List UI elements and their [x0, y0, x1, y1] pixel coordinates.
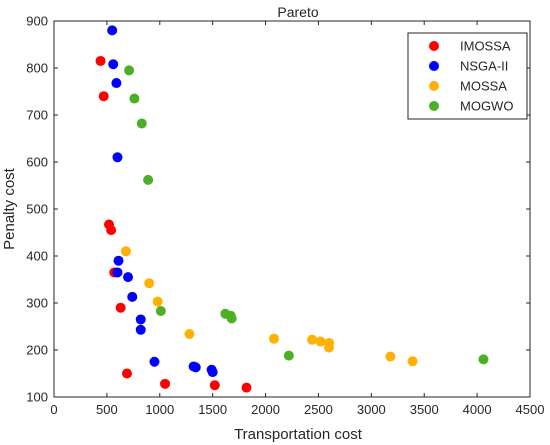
point-mogwo	[226, 313, 237, 324]
point-mossa	[184, 329, 195, 340]
point-nsga-ii	[135, 324, 146, 335]
point-mogwo	[136, 118, 147, 129]
x-tick-label: 2500	[304, 402, 333, 417]
y-tick-label: 100	[26, 390, 48, 405]
point-nsga-ii	[112, 267, 123, 278]
legend-marker-imossa	[429, 41, 439, 51]
series-imossa	[95, 55, 252, 393]
x-tick-label: 2000	[251, 402, 280, 417]
y-tick-label: 700	[26, 108, 48, 123]
point-nsga-ii	[207, 367, 218, 378]
point-imossa	[160, 378, 171, 389]
legend-box	[407, 32, 528, 120]
point-imossa	[209, 380, 220, 391]
point-mossa	[120, 246, 131, 257]
y-tick-label: 200	[26, 343, 48, 358]
x-tick-label: 3500	[410, 402, 439, 417]
x-axis-title: Transportation cost	[234, 426, 363, 443]
series-nsga-ii	[107, 25, 218, 378]
legend-label-mogwo: MOGWO	[460, 99, 513, 114]
x-tick-label: 1500	[198, 402, 227, 417]
point-nsga-ii	[135, 314, 146, 325]
point-nsga-ii	[149, 356, 160, 367]
series-mogwo	[124, 65, 489, 365]
series-mossa	[120, 246, 418, 367]
legend-marker-nsga-ii	[429, 61, 439, 71]
point-mogwo	[478, 354, 489, 365]
point-imossa	[98, 91, 109, 102]
y-tick-label: 300	[26, 296, 48, 311]
legend-label-mossa: MOSSA	[460, 79, 507, 94]
point-mossa	[315, 336, 326, 347]
point-mossa	[324, 342, 335, 353]
x-tick-label: 1000	[145, 402, 174, 417]
point-mossa	[307, 334, 318, 345]
y-axis-title: Penalty cost	[1, 167, 18, 250]
legend-marker-mossa	[429, 81, 439, 91]
y-tick-label: 400	[26, 249, 48, 264]
point-nsga-ii	[123, 272, 134, 283]
x-tick-label: 0	[50, 402, 57, 417]
point-mogwo	[124, 65, 135, 76]
point-mossa	[269, 333, 280, 344]
x-tick-label: 3000	[357, 402, 386, 417]
chart-title: Pareto	[277, 4, 318, 20]
point-mossa	[407, 356, 418, 367]
point-nsga-ii	[127, 291, 138, 302]
point-mogwo	[143, 174, 154, 185]
legend-marker-mogwo	[429, 101, 439, 111]
point-imossa	[241, 382, 252, 393]
y-tick-label: 500	[26, 202, 48, 217]
point-nsga-ii	[113, 255, 124, 266]
point-mogwo	[129, 93, 140, 104]
point-nsga-ii	[111, 78, 122, 89]
x-tick-label: 500	[96, 402, 118, 417]
legend-label-nsga-ii: NSGA-II	[460, 59, 508, 74]
point-imossa	[121, 368, 132, 379]
point-mossa	[385, 351, 396, 362]
point-nsga-ii	[190, 362, 201, 373]
point-nsga-ii	[112, 152, 123, 163]
x-tick-label: 4000	[463, 402, 492, 417]
point-imossa	[106, 225, 117, 236]
point-mogwo	[283, 350, 294, 361]
point-imossa	[115, 302, 126, 313]
point-nsga-ii	[107, 25, 118, 36]
point-mogwo	[155, 305, 166, 316]
y-tick-label: 800	[26, 61, 48, 76]
x-tick-label: 4500	[516, 402, 545, 417]
point-mossa	[144, 278, 155, 289]
y-tick-label: 600	[26, 155, 48, 170]
legend-label-imossa: IMOSSA	[460, 39, 511, 54]
legend: IMOSSA NSGA-II MOSSA MOGWO	[407, 32, 528, 120]
point-nsga-ii	[108, 59, 119, 70]
point-imossa	[95, 55, 106, 66]
point-mossa	[152, 296, 163, 307]
y-tick-label: 900	[26, 14, 48, 29]
